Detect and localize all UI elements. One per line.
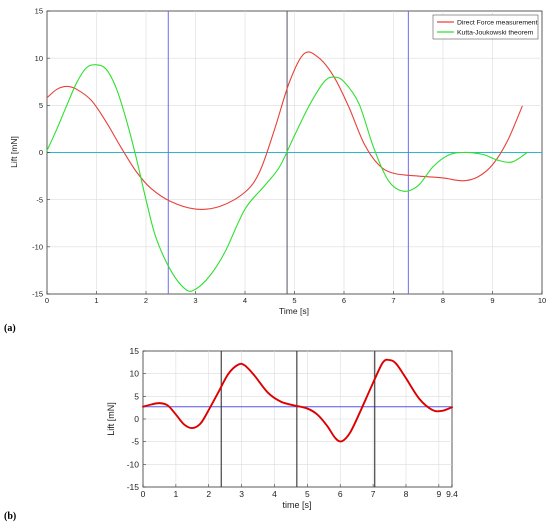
y-axis-label-a: Lift [mN] bbox=[9, 136, 19, 168]
y-tick-label: 10 bbox=[130, 369, 140, 379]
legend-box-a bbox=[432, 14, 539, 40]
y-tick-label: -10 bbox=[127, 459, 140, 469]
y-tick-label: 15 bbox=[35, 7, 43, 16]
grid-a bbox=[47, 11, 542, 294]
x-tick-label: 6 bbox=[338, 489, 343, 499]
x-tick-label: 9 bbox=[490, 296, 494, 305]
x-tick-label: 5 bbox=[292, 296, 296, 305]
x-tick-label: 1 bbox=[94, 296, 98, 305]
x-tick-label: 7 bbox=[371, 489, 376, 499]
y-tick-label: 5 bbox=[134, 391, 139, 401]
x-tick-label: 2 bbox=[206, 489, 211, 499]
y-ticks-b: -15 -10 -5 0 5 10 15 bbox=[127, 346, 146, 492]
chart-a: 0 1 2 3 4 5 6 7 8 9 10 -15 -10 -5 0 5 10 15 Time [s] Lif… bbox=[4, 7, 546, 334]
y-tick-label: -5 bbox=[36, 195, 43, 204]
x-tick-label: 4 bbox=[272, 489, 277, 499]
x-tick-label: 0 bbox=[141, 489, 146, 499]
x-tick-label: 8 bbox=[404, 489, 409, 499]
y-tick-label: 0 bbox=[39, 148, 43, 157]
x-tick-label: 7 bbox=[391, 296, 395, 305]
y-tick-label: 5 bbox=[39, 101, 43, 110]
x-ticks-a: 0 1 2 3 4 5 6 7 8 9 10 bbox=[45, 291, 546, 305]
x-ticks-b: 0 1 2 3 4 5 6 7 8 9 9.4 bbox=[141, 484, 458, 499]
y-tick-label: 10 bbox=[35, 54, 43, 63]
x-tick-label: 10 bbox=[538, 296, 546, 305]
panel-label-b: (b) bbox=[4, 511, 16, 522]
x-tick-label: 6 bbox=[342, 296, 346, 305]
panel-label-a: (a) bbox=[4, 323, 16, 334]
legend-label-direct: Direct Force measurement bbox=[457, 20, 538, 27]
y-tick-label: -10 bbox=[32, 242, 43, 251]
series-line-1 bbox=[142, 358, 453, 443]
legend-a: Direct Force measurement Kutta-Joukowski… bbox=[432, 14, 539, 40]
x-tick-label: 4 bbox=[243, 296, 247, 305]
y-tick-label: 0 bbox=[134, 414, 139, 424]
series-a bbox=[46, 51, 528, 292]
y-tick-label: 15 bbox=[130, 346, 140, 356]
legend-label-kutta: Kutta-Joukowski theorem bbox=[457, 30, 534, 37]
x-tick-label: 0 bbox=[45, 296, 49, 305]
y-tick-label: -5 bbox=[131, 437, 139, 447]
series-line-2 bbox=[46, 64, 528, 292]
x-tick-label: 5 bbox=[305, 489, 310, 499]
x-tick-label: 9.4 bbox=[446, 489, 458, 499]
chart-b: 0 1 2 3 4 5 6 7 8 9 9.4 -15 -10 -5 0 5 10 15 time [s] Li… bbox=[4, 346, 458, 522]
x-tick-label: 3 bbox=[239, 489, 244, 499]
series-b bbox=[142, 358, 453, 443]
x-tick-label: 8 bbox=[441, 296, 445, 305]
x-tick-label: 2 bbox=[144, 296, 148, 305]
x-tick-label: 1 bbox=[174, 489, 179, 499]
series-line-1 bbox=[46, 51, 523, 210]
y-tick-label: -15 bbox=[32, 290, 43, 299]
y-tick-label: -15 bbox=[127, 482, 140, 492]
x-tick-label: 9 bbox=[436, 489, 441, 499]
x-axis-label-b: time [s] bbox=[282, 500, 311, 510]
y-axis-label-b: Lift [mN] bbox=[106, 402, 116, 436]
grid-b bbox=[143, 351, 452, 487]
y-ticks-a: -15 -10 -5 0 5 10 15 bbox=[32, 7, 50, 299]
x-axis-label-a: Time [s] bbox=[279, 306, 309, 316]
x-tick-label: 3 bbox=[193, 296, 197, 305]
